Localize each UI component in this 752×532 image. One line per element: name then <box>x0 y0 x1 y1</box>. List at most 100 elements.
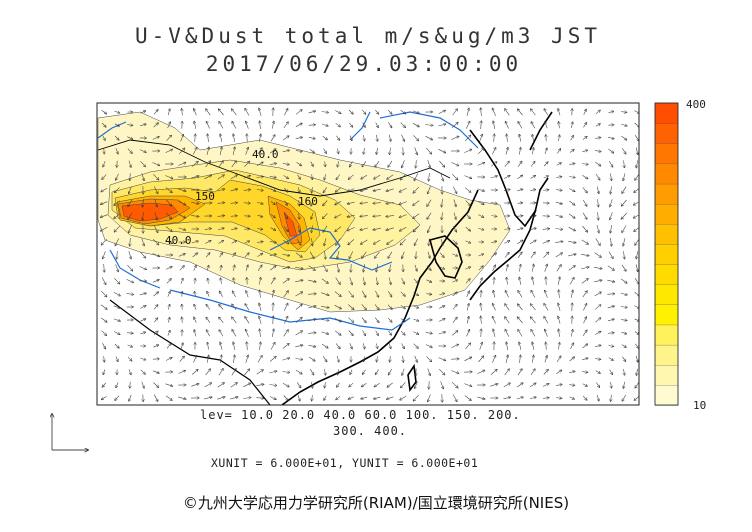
wind-arrow-icon <box>439 368 444 375</box>
map-title-line1: U-V&Dust total m/s&ug/m3 JST <box>134 24 601 48</box>
wind-arrow-icon <box>114 213 121 219</box>
wind-arrow-icon <box>425 333 432 334</box>
wind-arrow-icon <box>153 331 158 336</box>
wind-arrow-icon <box>452 317 457 323</box>
wind-arrow-icon <box>218 161 223 168</box>
wind-arrow-icon <box>452 173 457 180</box>
wind-arrow-icon <box>362 122 366 128</box>
wind-arrow-icon <box>139 293 146 295</box>
wind-arrow-icon <box>139 149 146 153</box>
wind-arrow-icon <box>556 370 561 375</box>
wind-arrow-icon <box>219 253 223 258</box>
wind-arrow-icon <box>413 226 419 231</box>
wind-arrow-icon <box>400 173 406 180</box>
wind-arrow-icon <box>130 237 131 246</box>
wind-arrow-icon <box>126 279 134 282</box>
wind-arrow-icon <box>636 160 638 167</box>
wind-arrow-icon <box>556 265 561 272</box>
wind-arrow-icon <box>490 384 497 387</box>
wind-arrow-icon <box>207 265 208 271</box>
wind-arrow-icon <box>531 304 536 311</box>
wind-arrow-icon <box>375 330 379 336</box>
wind-arrow-icon <box>621 320 627 321</box>
wind-arrow-icon <box>309 251 314 259</box>
river-west <box>109 249 161 289</box>
wind-arrow-icon <box>129 394 132 401</box>
wind-arrow-icon <box>129 225 132 232</box>
wind-arrow-icon <box>413 331 418 335</box>
wind-arrow-icon <box>621 199 627 206</box>
wind-arrow-icon <box>337 356 339 362</box>
wind-arrow-icon <box>207 355 209 363</box>
wind-arrow-icon <box>622 356 625 362</box>
wind-arrow-icon <box>269 357 276 362</box>
wind-arrow-icon <box>257 229 262 230</box>
wind-arrow-icon <box>465 187 471 193</box>
wind-arrow-icon <box>349 122 352 127</box>
wind-arrow-icon <box>323 200 328 206</box>
wind-arrow-icon <box>611 173 612 180</box>
wind-arrow-icon <box>126 294 134 295</box>
wind-arrow-icon <box>153 382 159 388</box>
wind-arrow-icon <box>140 357 145 360</box>
wind-arrow-icon <box>257 242 263 243</box>
wind-arrow-icon <box>113 291 120 296</box>
wind-arrow-icon <box>295 123 302 127</box>
wind-arrow-icon <box>311 212 314 219</box>
wind-arrow-icon <box>479 342 483 350</box>
wind-arrow-icon <box>481 303 482 311</box>
wind-arrow-icon <box>402 160 405 167</box>
wind-arrow-icon <box>568 227 576 230</box>
wind-arrow-icon <box>597 395 599 401</box>
wind-arrow-icon <box>168 304 169 310</box>
wind-arrow-icon <box>607 280 614 282</box>
wind-arrow-icon <box>438 124 445 127</box>
wind-arrow-icon <box>504 161 509 167</box>
wind-arrow-icon <box>308 111 316 114</box>
wind-arrow-icon <box>466 291 470 298</box>
wind-arrow-icon <box>114 200 121 206</box>
wind-arrow-icon <box>206 109 211 116</box>
wind-arrow-icon <box>348 188 355 192</box>
wind-arrow-icon <box>194 317 197 323</box>
wind-arrow-icon <box>349 343 352 349</box>
wind-arrow-icon <box>438 332 446 335</box>
wind-arrow-icon <box>555 241 562 242</box>
wind-arrow-icon <box>400 226 407 231</box>
wind-arrow-icon <box>555 229 562 230</box>
wind-arrow-icon <box>217 216 225 217</box>
wind-arrow-icon <box>310 161 314 167</box>
wind-arrow-icon <box>230 175 237 180</box>
wind-arrow-icon <box>388 330 392 335</box>
wind-arrow-icon <box>390 356 391 362</box>
wind-arrow-icon <box>519 148 520 155</box>
wind-arrow-icon <box>283 239 289 244</box>
wind-arrow-icon <box>191 370 198 375</box>
wind-arrow-icon <box>388 291 391 297</box>
wind-arrow-icon <box>325 368 326 375</box>
wind-arrow-icon <box>220 147 221 155</box>
wind-arrow-icon <box>284 213 288 219</box>
wind-arrow-icon <box>308 306 316 309</box>
wind-arrow-icon <box>413 135 419 140</box>
wind-arrow-icon <box>595 124 600 127</box>
wind-arrow-icon <box>231 369 236 376</box>
wind-arrow-icon <box>334 291 341 297</box>
wind-arrow-icon <box>388 251 393 258</box>
wind-arrow-icon <box>335 330 341 335</box>
wind-arrow-icon <box>556 190 562 191</box>
wind-arrow-icon <box>233 265 234 271</box>
wind-arrow-icon <box>636 147 638 155</box>
wind-arrow-icon <box>375 109 378 114</box>
wind-arrow-icon <box>465 267 471 270</box>
wind-arrow-icon <box>194 121 197 129</box>
wind-arrow-icon <box>191 241 198 244</box>
wind-arrow-icon <box>402 251 405 259</box>
wind-arrow-icon <box>335 277 341 285</box>
wind-arrow-icon <box>442 212 443 219</box>
wind-arrow-icon <box>336 174 341 180</box>
wind-arrow-icon <box>220 134 223 142</box>
wind-arrow-icon <box>529 228 536 230</box>
wind-arrow-icon <box>466 317 469 324</box>
wind-arrow-icon <box>569 357 575 362</box>
